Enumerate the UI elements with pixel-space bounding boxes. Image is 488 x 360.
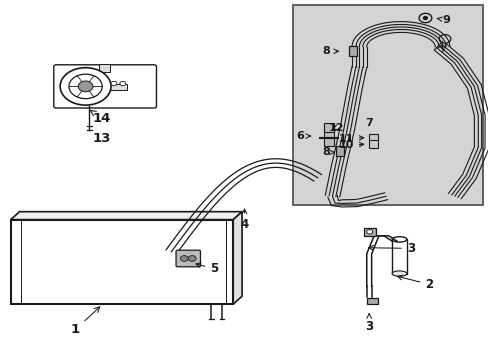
Bar <box>366 298 377 304</box>
Circle shape <box>423 17 427 19</box>
Text: 13: 13 <box>92 132 111 145</box>
Bar <box>293 5 482 205</box>
Circle shape <box>366 230 372 234</box>
Text: 2: 2 <box>397 275 433 291</box>
Ellipse shape <box>391 237 406 242</box>
Text: 3: 3 <box>368 242 414 255</box>
Text: 8: 8 <box>322 147 334 157</box>
Circle shape <box>78 81 93 92</box>
Bar <box>368 134 377 141</box>
Text: 12: 12 <box>328 123 344 133</box>
Bar <box>368 140 377 148</box>
Text: 1: 1 <box>71 307 100 336</box>
Bar <box>11 220 233 304</box>
Bar <box>335 146 343 156</box>
Circle shape <box>188 256 196 261</box>
Bar <box>363 228 375 236</box>
Bar <box>348 46 356 56</box>
Ellipse shape <box>391 271 406 276</box>
Circle shape <box>180 256 188 261</box>
FancyBboxPatch shape <box>176 250 200 267</box>
Circle shape <box>60 68 111 105</box>
Polygon shape <box>233 212 242 304</box>
Bar <box>324 123 333 132</box>
Text: 4: 4 <box>240 209 248 231</box>
Text: 14: 14 <box>89 110 111 125</box>
Bar <box>107 84 127 90</box>
Polygon shape <box>11 212 242 220</box>
FancyBboxPatch shape <box>54 65 156 108</box>
Text: 9: 9 <box>436 15 449 25</box>
Circle shape <box>69 74 102 99</box>
Circle shape <box>111 81 117 86</box>
Circle shape <box>120 81 125 86</box>
Bar <box>324 130 333 146</box>
Bar <box>99 64 110 72</box>
Text: 3: 3 <box>365 314 372 333</box>
Text: 5: 5 <box>196 262 218 275</box>
Text: 8: 8 <box>322 46 338 57</box>
Text: 7: 7 <box>364 118 372 128</box>
Text: 6: 6 <box>296 131 310 141</box>
Text: 11: 11 <box>338 134 363 144</box>
Text: 10: 10 <box>338 140 363 150</box>
Bar <box>391 239 406 274</box>
